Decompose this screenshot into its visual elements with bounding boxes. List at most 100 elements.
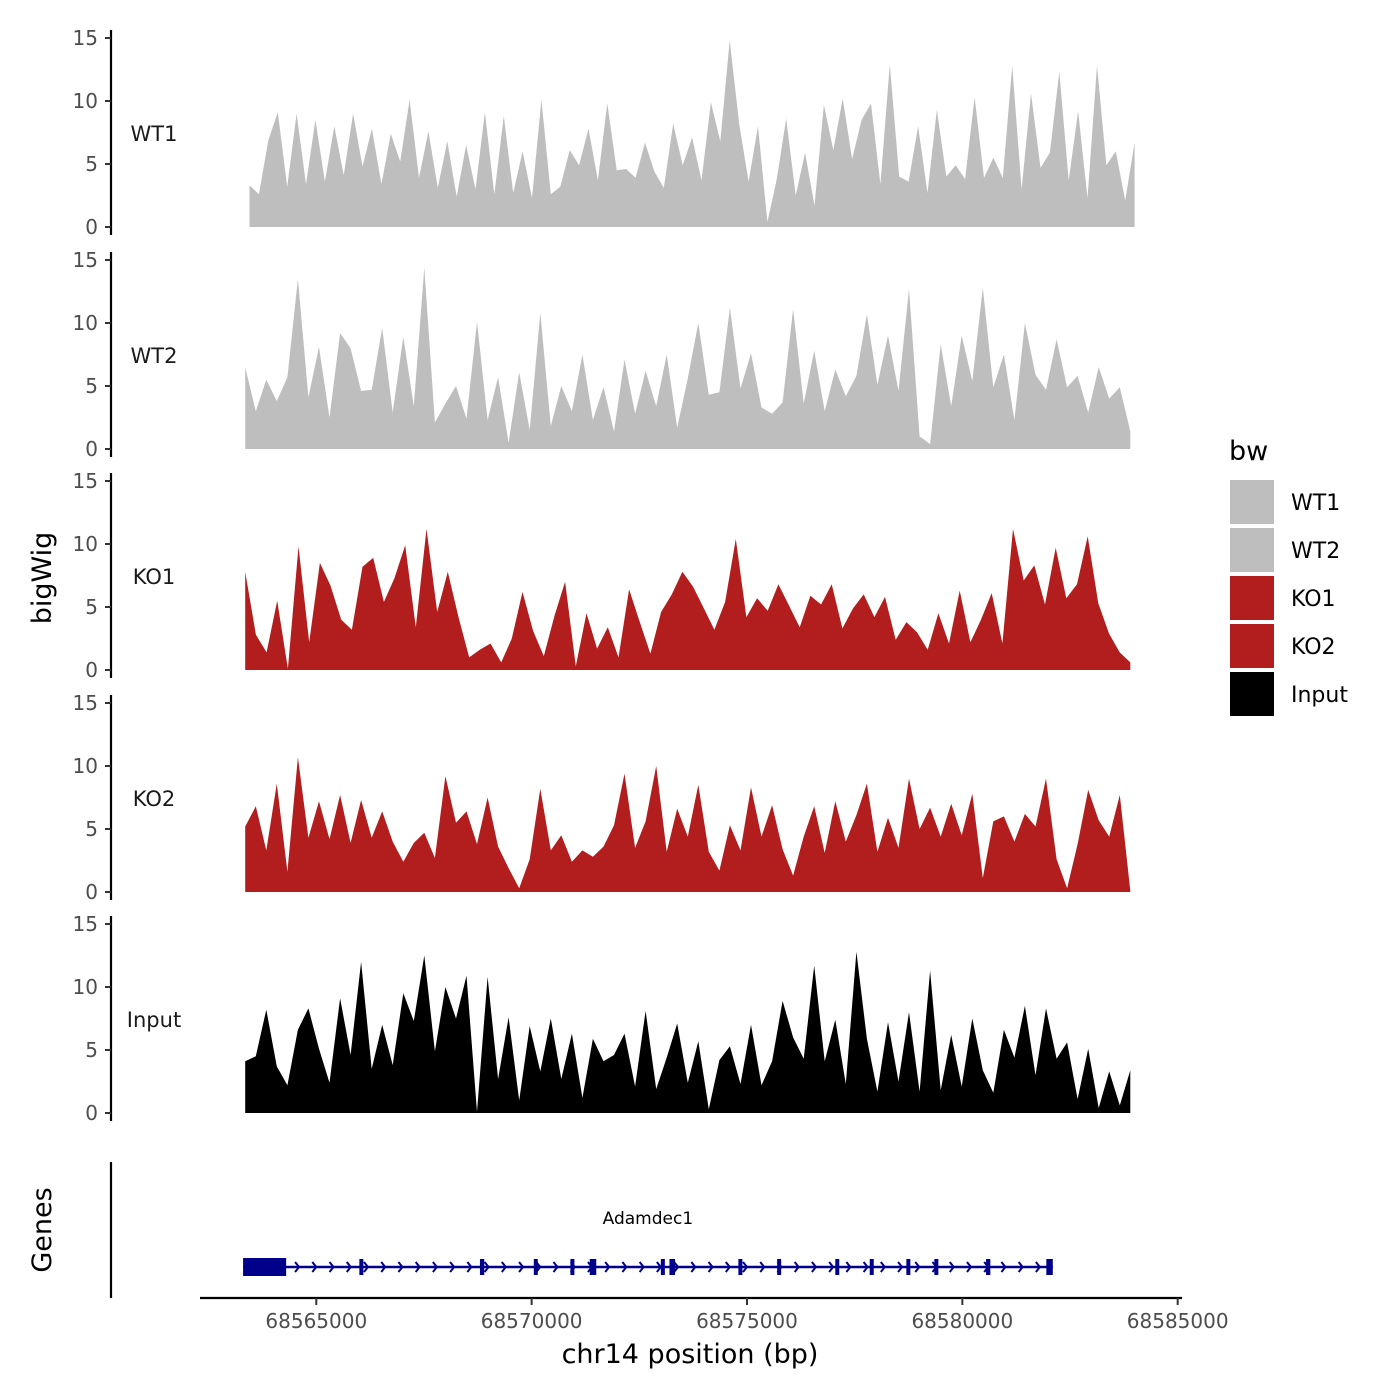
y-tick-label: 10 [73, 975, 98, 999]
gene-strand-chevron [466, 1261, 473, 1273]
x-tick-label: 68565000 [265, 1309, 367, 1333]
gene-strand-chevron [742, 1261, 749, 1273]
gene-exon [570, 1259, 575, 1275]
legend-label-wt2: WT2 [1291, 539, 1340, 564]
area-series-input [245, 951, 1131, 1113]
gene-strand-chevron [397, 1261, 404, 1273]
gene-strand-chevron [724, 1261, 732, 1273]
gene-exon [243, 1258, 287, 1276]
y-tick-label: 5 [85, 595, 98, 619]
gene-strand-chevron [621, 1261, 628, 1273]
gene-exon [835, 1259, 840, 1275]
gene-strand-chevron [552, 1261, 559, 1273]
track-label-wt2: WT2 [131, 344, 178, 368]
y-tick-label: 0 [85, 437, 98, 461]
gene-exon [660, 1259, 665, 1275]
legend-swatch-wt1 [1230, 480, 1274, 524]
gene-strand-chevron [638, 1261, 645, 1273]
legend-swatch-ko1 [1230, 576, 1274, 620]
y-tick-label: 0 [85, 880, 98, 904]
y-tick-label: 0 [85, 215, 98, 239]
area-series-wt2 [245, 267, 1131, 449]
x-axis-title: chr14 position (bp) [562, 1339, 819, 1370]
gene-exon [669, 1259, 676, 1275]
y-tick-label: 0 [85, 1101, 98, 1125]
gene-exon [869, 1259, 874, 1275]
x-tick-label: 68585000 [1127, 1309, 1229, 1333]
y-tick-label: 10 [73, 89, 98, 113]
x-axis-ticks: 68565000 68570000 68575000 68580000 68585000 [265, 1298, 1229, 1333]
y-tick-label: 15 [73, 469, 98, 493]
gene-strand-chevron [501, 1261, 508, 1273]
gene-strand-chevron [518, 1261, 525, 1273]
gene-exon [359, 1259, 364, 1275]
gene-exon [738, 1259, 743, 1275]
gene-strand-chevron [948, 1261, 956, 1273]
y-tick-label: 10 [73, 532, 98, 556]
y-tick-label: 15 [73, 248, 98, 272]
gene-strand-chevron [690, 1261, 697, 1273]
gene-strand-chevron [345, 1261, 353, 1273]
gene-strand-chevron [914, 1261, 921, 1273]
gene-strand-chevron [845, 1261, 852, 1273]
gene-strand-chevron [363, 1261, 370, 1273]
y-tick-label: 15 [73, 912, 98, 936]
gene-strand-chevron [1000, 1261, 1007, 1273]
y-tick-label: 5 [85, 374, 98, 398]
gene-strand-chevron [707, 1261, 714, 1273]
legend-label-input: Input [1291, 683, 1348, 708]
y-tick-label: 10 [73, 754, 98, 778]
gene-strand-chevron [897, 1261, 904, 1273]
gene-exon [479, 1259, 485, 1275]
y-tick-label: 15 [73, 26, 98, 50]
gene-strand-chevron [811, 1261, 818, 1273]
genes-track: Genes Adamdec1 [27, 1162, 1053, 1298]
gene-exon [533, 1259, 538, 1275]
x-tick-label: 68570000 [481, 1309, 583, 1333]
gene-exon [934, 1259, 939, 1275]
gene-strand-chevron [432, 1261, 439, 1273]
gene-strand-chevron [673, 1261, 680, 1273]
legend-swatch-input [1230, 672, 1274, 716]
track-label-ko2: KO2 [133, 787, 176, 811]
area-series-ko2 [245, 757, 1131, 892]
track-label-wt1: WT1 [131, 122, 178, 146]
track-label-ko1: KO1 [133, 565, 176, 589]
legend-label-ko1: KO1 [1291, 587, 1336, 612]
legend: bw WT1 WT2 KO1 KO2 Input [1229, 436, 1348, 716]
x-axis: 68565000 68570000 68575000 68580000 68585000… [200, 1296, 1229, 1370]
gene-strand-chevron [380, 1261, 387, 1273]
track-panel-wt2: 0 5 10 15 WT2 [73, 248, 1131, 461]
y-axis-title: bigWig [27, 532, 58, 625]
gene-strand-chevron [483, 1261, 490, 1273]
gene-exon [906, 1259, 911, 1275]
y-tick-label: 5 [85, 1038, 98, 1062]
y-tick-label: 10 [73, 311, 98, 335]
x-tick-label: 68580000 [911, 1309, 1013, 1333]
gene-strand-chevron [414, 1261, 421, 1273]
gene-strand-chevron [328, 1261, 335, 1273]
gene-strand-chevron [793, 1261, 800, 1273]
legend-label-wt1: WT1 [1291, 491, 1340, 516]
gene-exon [986, 1259, 991, 1275]
bigwig-tracks: 0 5 10 15 WT1 0 5 10 15 WT2 0 5 10 15 KO1 0 5 10 15 KO2 0 5 10… [73, 26, 1135, 1125]
gene-strand-chevron [1017, 1261, 1024, 1273]
x-tick-label: 68575000 [696, 1309, 798, 1333]
gene-strand-chevron [759, 1261, 766, 1273]
gene-exon [777, 1259, 782, 1275]
area-series-ko1 [245, 528, 1131, 670]
track-panel-wt1: 0 5 10 15 WT1 [73, 26, 1135, 239]
y-tick-label: 5 [85, 152, 98, 176]
gene-strand-chevron [449, 1261, 456, 1273]
gene-exon [589, 1259, 597, 1275]
legend-swatch-ko2 [1230, 624, 1274, 668]
track-panel-ko2: 0 5 10 15 KO2 [73, 691, 1131, 904]
legend-title: bw [1229, 436, 1268, 467]
area-series-wt1 [249, 40, 1135, 227]
track-panel-ko1: 0 5 10 15 KO1 [73, 469, 1131, 682]
gene-name-label: Adamdec1 [603, 1209, 694, 1229]
gene-strand-chevron [294, 1261, 301, 1273]
gene-strand-chevron [828, 1261, 835, 1273]
y-tick-label: 15 [73, 691, 98, 715]
